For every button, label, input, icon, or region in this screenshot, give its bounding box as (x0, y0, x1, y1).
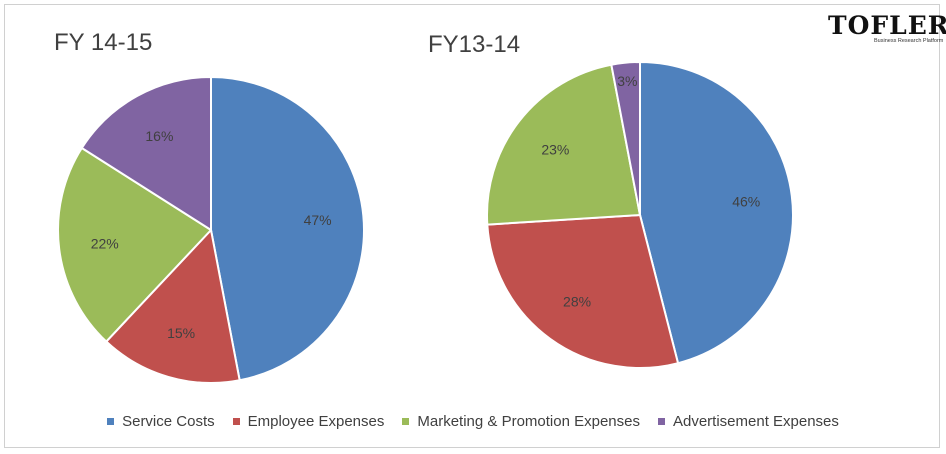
legend-item-service-costs: Service Costs (107, 413, 215, 430)
pie-slice-marketing-and-promotion-expenses (57, 147, 212, 343)
legend-swatch-employee-expenses (232, 417, 240, 425)
legend-label-marketing-promotion: Marketing & Promotion Expenses (417, 412, 640, 430)
legend-swatch-service-costs (107, 417, 115, 425)
legend-label-employee-expenses: Employee Expenses (247, 412, 385, 430)
legend-item-marketing-promotion: Marketing & Promotion Expenses (402, 413, 640, 430)
legend-label-advertisement-expenses: Advertisement Expenses (672, 412, 839, 430)
slice-label-employee-expenses: 28% (563, 294, 591, 310)
legend-item-advertisement-expenses: Advertisement Expenses (657, 412, 839, 430)
pie-slice-employee-expenses (105, 229, 241, 384)
slice-label-advertisement-expenses: 16% (145, 128, 173, 144)
legend-item-employee-expenses: Employee Expenses (232, 412, 385, 430)
pie-slice-service-costs (639, 61, 794, 365)
legend-swatch-advertisement-expenses (657, 417, 665, 425)
slice-label-service-costs: 47% (304, 212, 332, 228)
pie-chart-fy13-14: 46% 28% 23% 3% (486, 61, 794, 369)
pie-title-fy13-14: FY13-14 (428, 31, 520, 58)
logo-brand: TOFLER (828, 11, 946, 40)
pie-chart-fy14-15: 47% 15% 22% 16% (57, 76, 365, 384)
pie-slice-advertisement-expenses (610, 61, 641, 216)
legend-swatch-marketing-promotion (402, 417, 410, 425)
pie-slice-marketing-and-promotion-expenses (486, 63, 641, 226)
pie-slice-advertisement-expenses (80, 76, 212, 231)
slice-label-employee-expenses: 15% (167, 325, 195, 341)
slice-label-marketing-and-promotion-expenses: 22% (91, 235, 119, 251)
slice-label-marketing-and-promotion-expenses: 23% (541, 141, 569, 157)
chart-legend: Service Costs Employee Expenses Marketin… (0, 410, 946, 432)
slice-label-advertisement-expenses: 3% (617, 73, 637, 89)
logo-tagline: Business Research Platform (874, 38, 944, 44)
pie-slice-employee-expenses (486, 214, 680, 369)
pie-slice-service-costs (210, 76, 365, 382)
legend-label-service-costs: Service Costs (122, 412, 215, 430)
tofler-logo: TOFLER Business Research Platform (828, 11, 946, 44)
pie-title-fy14-15: FY 14-15 (54, 29, 152, 56)
slice-label-service-costs: 46% (732, 194, 760, 210)
